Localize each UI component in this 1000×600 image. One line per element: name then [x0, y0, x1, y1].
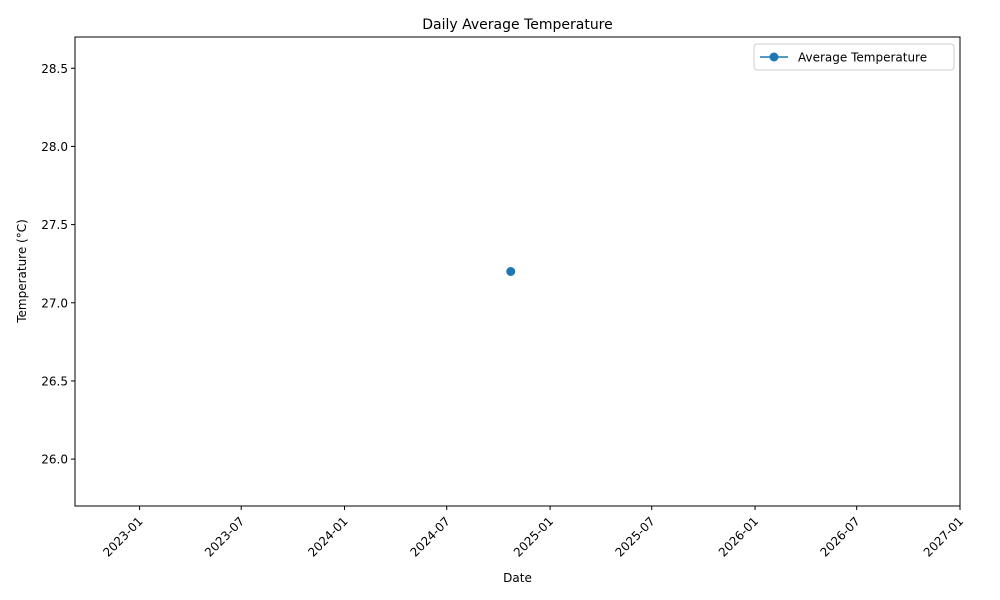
y-tick-label: 28.5: [41, 62, 68, 76]
y-tick-label: 26.0: [41, 453, 68, 467]
x-axis-label: Date: [503, 571, 532, 585]
series-layer: [506, 267, 516, 276]
legend-label-average-temperature: Average Temperature: [798, 51, 927, 65]
legend-box: [753, 43, 955, 71]
data-point: [506, 267, 516, 276]
y-tick-label: 28.0: [41, 140, 68, 154]
y-tick-label: 27.5: [41, 218, 68, 232]
y-axis-label: Temperature (°C): [15, 219, 29, 324]
y-tick-label: 27.0: [41, 296, 68, 310]
chart-title: Daily Average Temperature: [422, 17, 613, 33]
legend: Average Temperature: [753, 43, 955, 71]
y-tick-label: 26.5: [41, 374, 68, 388]
plot-area: [74, 36, 961, 507]
legend-marker-sample: [769, 52, 779, 62]
y-axis: 26.0 26.5 27.0 27.5 28.0 28.5: [41, 62, 75, 467]
